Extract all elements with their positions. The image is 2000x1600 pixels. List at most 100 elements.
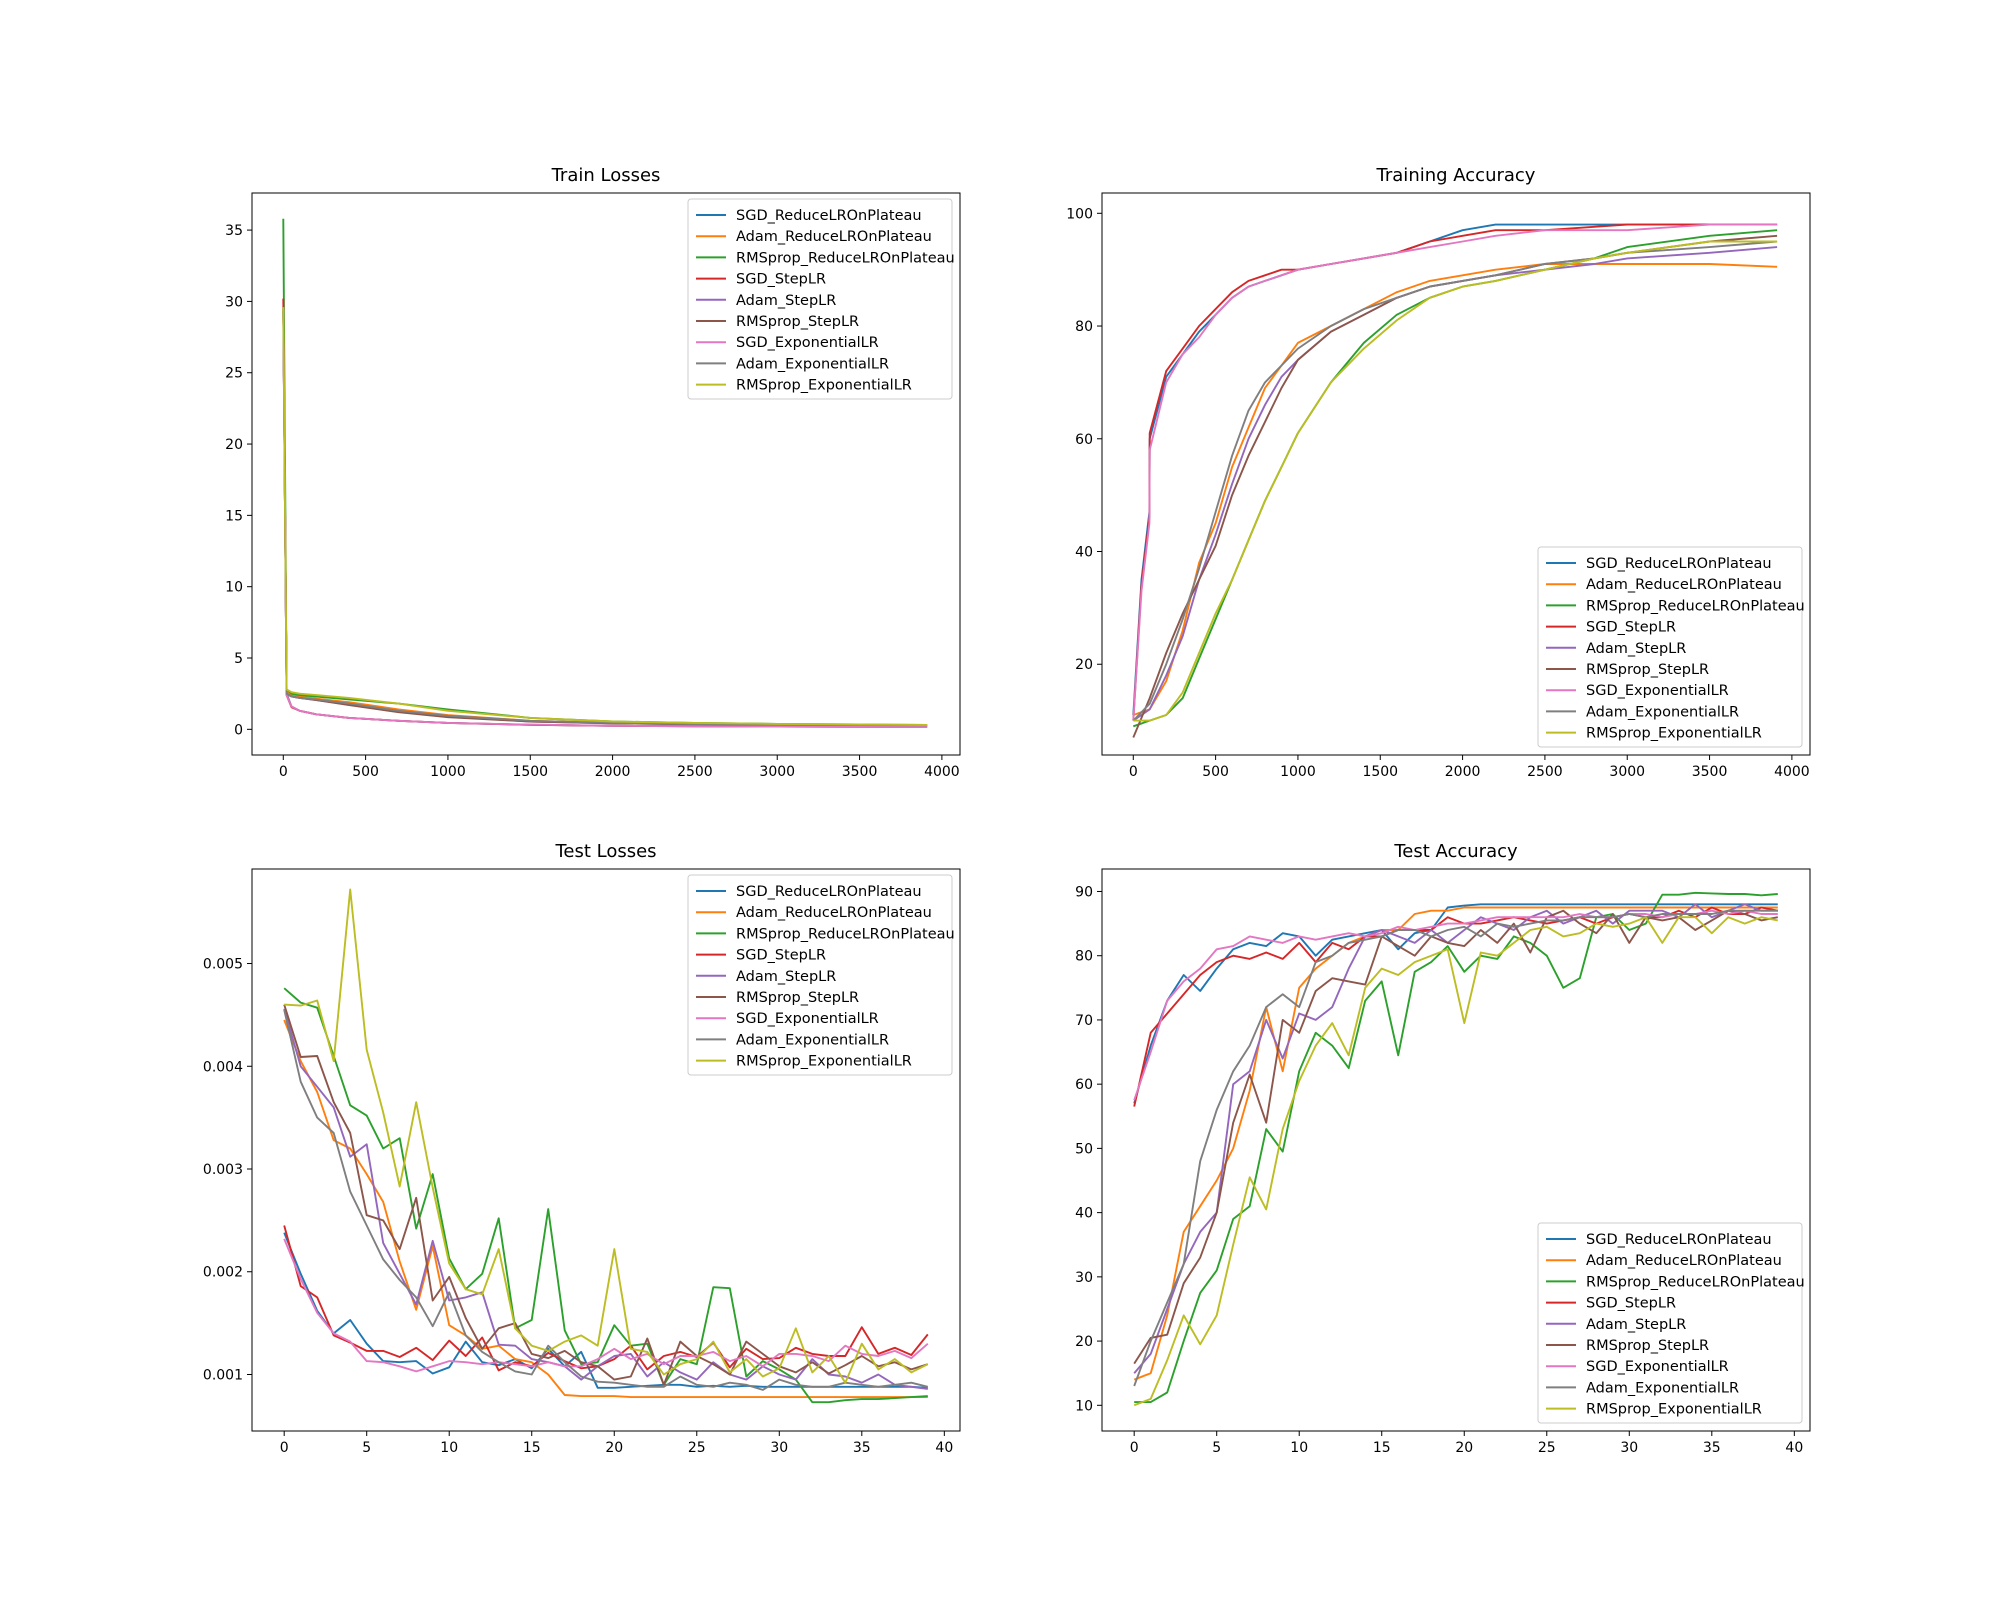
- legend: SGD_ReduceLROnPlateau Adam_ReduceLROnPlat…: [1537, 546, 1805, 748]
- legend: SGD_ReduceLROnPlateau Adam_ReduceLROnPlat…: [687, 198, 955, 400]
- series-lines: [283, 888, 929, 1404]
- legend-label: Adam_StepLR: [736, 293, 836, 309]
- legend-label: SGD_ExponentialLR: [736, 335, 879, 351]
- chart-panel-3: Test Losses 0 5 10 15 20 25 30 35 40 0.001 0.002 0.0…: [203, 841, 961, 1456]
- legend: SGD_ReduceLROnPlateau Adam_ReduceLROnPlat…: [1537, 1222, 1805, 1424]
- x-tick-label: 30: [770, 1440, 788, 1456]
- x-tick-label: 30: [1620, 1440, 1638, 1456]
- legend-label: SGD_ExponentialLR: [1586, 1359, 1729, 1375]
- series-line: [282, 307, 928, 726]
- chart-panel-2: Training Accuracy 0 500 1000 1500 2000 2500 300…: [1066, 165, 1811, 780]
- legend-label: RMSprop_StepLR: [736, 314, 859, 330]
- legend-label: Adam_ExponentialLR: [736, 1032, 889, 1048]
- series-line: [283, 1225, 929, 1372]
- x-tick-label: 0: [1129, 764, 1138, 780]
- y-tick-label: 0: [234, 722, 243, 738]
- x-tick-label: 4000: [924, 764, 960, 780]
- series-line: [283, 987, 928, 1404]
- x-tick-label: 10: [440, 1440, 458, 1456]
- x-tick-label: 2000: [1445, 764, 1481, 780]
- legend-label: SGD_StepLR: [736, 948, 826, 964]
- y-tick-label: 60: [1075, 432, 1093, 448]
- plot-frame: [251, 868, 961, 1432]
- legend-label: SGD_ReduceLROnPlateau: [1586, 1232, 1772, 1248]
- x-tick-label: 500: [352, 764, 379, 780]
- legend-label: Adam_ExponentialLR: [1586, 1380, 1739, 1396]
- legend-label: SGD_StepLR: [736, 272, 826, 288]
- y-tick-label: 40: [1075, 1206, 1093, 1222]
- x-tick-label: 500: [1202, 764, 1229, 780]
- series-line: [283, 1019, 928, 1399]
- series-line: [1132, 223, 1778, 721]
- x-tick-label: 15: [1373, 1440, 1391, 1456]
- x-tick-label: 10: [1290, 1440, 1308, 1456]
- x-tick-label: 0: [280, 1440, 289, 1456]
- x-tick-label: 20: [605, 1440, 623, 1456]
- y-tick-label: 0.004: [203, 1059, 243, 1075]
- y-tick-label: 35: [225, 223, 243, 239]
- series-lines: [282, 218, 928, 728]
- y-tick-label: 20: [1075, 1334, 1093, 1350]
- legend-label: Adam_ReduceLROnPlateau: [1586, 577, 1782, 593]
- chart-panel-1: Train Losses 0 500 1000 1500 2000 2500 3000 3500…: [225, 165, 961, 780]
- plot-frame: [251, 192, 961, 756]
- legend-label: Adam_StepLR: [1586, 1317, 1686, 1333]
- series-line: [1133, 916, 1778, 1407]
- legend-label: SGD_StepLR: [1586, 620, 1676, 636]
- series-line: [1133, 909, 1778, 1101]
- legend-label: RMSprop_ReduceLROnPlateau: [1586, 1274, 1805, 1290]
- series-line: [283, 1009, 929, 1391]
- x-tick-label: 5: [362, 1440, 371, 1456]
- legend-label: SGD_ReduceLROnPlateau: [736, 208, 922, 224]
- x-tick-label: 2500: [677, 764, 713, 780]
- legend-label: Adam_StepLR: [1586, 641, 1686, 657]
- legend-box: [687, 198, 953, 400]
- series-lines: [1133, 891, 1778, 1407]
- y-tick-label: 15: [225, 508, 243, 524]
- series-line: [282, 309, 928, 728]
- x-tick-label: 3500: [1692, 764, 1728, 780]
- y-tick-label: 80: [1075, 319, 1093, 335]
- legend-label: Adam_ReduceLROnPlateau: [736, 229, 932, 245]
- x-tick-label: 3000: [759, 764, 795, 780]
- y-tick-label: 30: [1075, 1270, 1093, 1286]
- legend-label: Adam_StepLR: [736, 969, 836, 985]
- x-tick-label: 3500: [842, 764, 878, 780]
- legend-label: SGD_ReduceLROnPlateau: [1586, 556, 1772, 572]
- series-line: [1133, 903, 1778, 1104]
- series-line: [1133, 909, 1778, 1365]
- y-tick-label: 0.003: [203, 1162, 243, 1178]
- x-tick-label: 2000: [595, 764, 631, 780]
- legend-label: Adam_ExponentialLR: [1586, 704, 1739, 720]
- y-tick-label: 10: [225, 580, 243, 596]
- chart-title: Training Accuracy: [1376, 165, 1536, 186]
- x-tick-label: 25: [1538, 1440, 1556, 1456]
- series-line: [1132, 223, 1778, 721]
- x-tick-label: 35: [853, 1440, 871, 1456]
- legend-label: Adam_ReduceLROnPlateau: [1586, 1253, 1782, 1269]
- legend-label: SGD_ExponentialLR: [1586, 683, 1729, 699]
- y-tick-label: 90: [1075, 884, 1093, 900]
- plot-frame: [1101, 868, 1811, 1432]
- chart-title: Test Accuracy: [1393, 841, 1518, 862]
- x-tick-label: 35: [1703, 1440, 1721, 1456]
- y-tick-label: 20: [225, 437, 243, 453]
- x-tick-label: 40: [935, 1440, 953, 1456]
- legend-label: RMSprop_ExponentialLR: [1586, 726, 1762, 742]
- legend-box: [1537, 546, 1803, 748]
- y-tick-label: 0.002: [203, 1265, 243, 1281]
- y-tick-label: 20: [1075, 657, 1093, 673]
- legend-box: [1537, 1222, 1803, 1424]
- x-tick-label: 4000: [1774, 764, 1810, 780]
- x-tick-label: 40: [1785, 1440, 1803, 1456]
- y-tick-label: 10: [1075, 1398, 1093, 1414]
- legend-label: RMSprop_ReduceLROnPlateau: [1586, 598, 1805, 614]
- x-tick-label: 0: [279, 764, 288, 780]
- x-tick-label: 20: [1455, 1440, 1473, 1456]
- legend: SGD_ReduceLROnPlateau Adam_ReduceLROnPlat…: [687, 874, 955, 1076]
- series-line: [284, 888, 929, 1384]
- x-tick-label: 0: [1130, 1440, 1139, 1456]
- x-tick-label: 1500: [1362, 764, 1398, 780]
- y-tick-label: 30: [225, 294, 243, 310]
